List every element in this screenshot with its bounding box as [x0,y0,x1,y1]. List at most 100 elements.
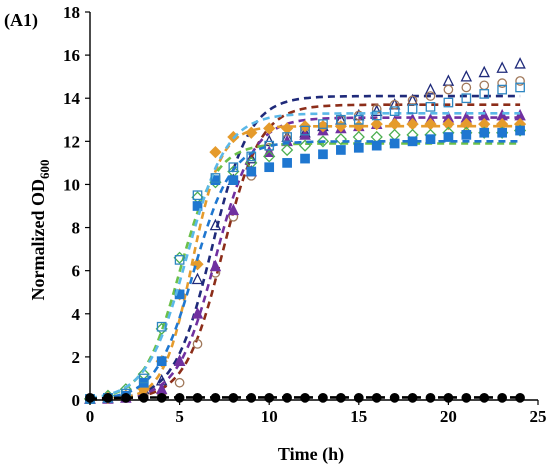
x-axis-title: Time (h) [278,444,344,465]
data-point [371,110,382,121]
data-point [425,91,436,101]
data-point [461,82,472,93]
data-point [264,140,275,151]
data-point [318,119,328,129]
data-point [209,259,222,272]
axes-layer: 0 5 10 15 20 25 0 2 4 6 8 10 12 14 16 18 [63,3,547,426]
fit-curve [89,124,521,402]
data-point [479,89,490,99]
data-point [120,392,131,403]
data-point [389,106,400,117]
x-tick-label: 0 [86,407,95,426]
y-tick-label: 14 [63,89,81,108]
data-point [281,122,294,135]
data-point [336,392,346,403]
data-point [371,392,382,403]
data-point [497,392,508,403]
data-point [389,392,400,403]
data-point [227,203,240,216]
data-point [461,130,472,140]
data-point [425,134,436,145]
data-point [461,93,472,104]
data-point [318,392,328,403]
data-point [443,84,454,95]
y-tick-label: 16 [63,46,80,65]
data-point [407,104,418,114]
data-point [388,128,401,141]
data-point [281,143,294,157]
data-point [192,392,203,403]
x-tick-label: 5 [175,407,184,426]
y-tick-label: 10 [63,175,80,194]
data-point [388,117,401,131]
data-point [103,392,113,403]
data-point [460,70,473,82]
y-tick-label: 8 [72,219,81,238]
fit-curve [90,103,521,401]
data-point [228,162,239,173]
data-point [478,65,490,78]
fit-curve [89,142,521,400]
data-point [334,133,347,146]
y-axis-title-group: Normalized OD600 [28,160,52,301]
data-point [442,74,455,86]
data-point [138,373,149,384]
data-point [300,125,310,136]
data-point [191,307,204,319]
series-0 [84,57,526,404]
data-point [425,101,436,112]
data-point [246,151,257,162]
data-point [174,255,185,265]
data-point [210,173,221,183]
data-point [192,190,203,201]
data-point [282,392,292,403]
data-point [461,392,472,403]
data-point [192,339,203,349]
data-point [443,132,454,142]
data-point [282,158,292,168]
data-point [228,392,239,403]
x-tick-label: 20 [440,407,457,426]
data-point [228,175,239,185]
x-ticks: 0 5 10 15 20 25 [86,400,547,426]
data-point [246,392,257,403]
data-point [515,392,525,403]
data-point [515,125,525,136]
data-point [300,392,310,403]
y-tick-label: 4 [72,305,81,324]
data-point [263,150,276,163]
data-point [156,321,167,332]
data-point [192,201,203,211]
data-point [515,82,525,93]
data-point [245,126,258,139]
fit-curve [89,94,521,401]
data-point [336,114,346,125]
data-point [425,392,436,403]
data-point [497,84,508,95]
data-point [318,149,328,160]
data-point [298,139,312,152]
y-tick-label: 6 [72,262,81,281]
data-point [246,166,257,177]
data-point [515,76,525,86]
x-tick-label: 25 [530,407,547,426]
x-tick-label: 15 [350,407,367,426]
series-4 [83,124,527,406]
y-ticks: 0 2 4 6 8 10 12 14 16 18 [63,3,90,410]
data-point [156,392,167,403]
y-tick-label: 0 [72,391,81,410]
data-point [210,392,221,403]
data-point [479,392,490,403]
y-axis-title-main: Normalized OD [28,179,48,300]
y-axis-title: Normalized OD600 [28,160,52,301]
x-tick-label: 10 [261,407,278,426]
y-tick-label: 2 [72,348,81,367]
data-point [497,78,508,88]
y-axis-title-subscript: 600 [37,160,52,180]
data-point [371,140,382,151]
data-point [336,145,346,155]
data-point [174,377,185,388]
y-tick-label: 12 [63,132,80,151]
data-point [370,117,383,131]
